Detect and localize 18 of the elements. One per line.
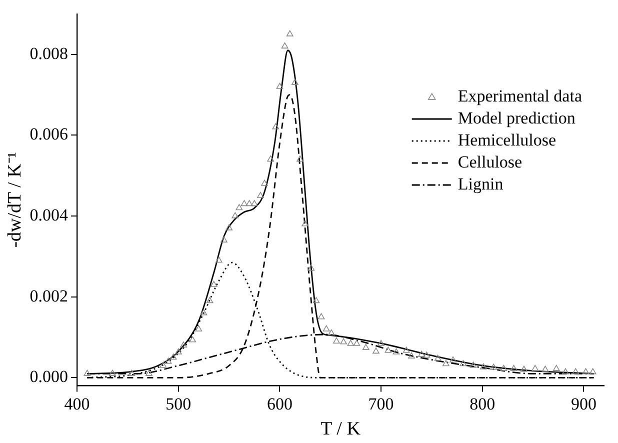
- y-tick-label: 0.008: [30, 44, 68, 63]
- legend-label: Lignin: [458, 174, 504, 194]
- legend-label: Cellulose: [458, 152, 522, 172]
- y-tick-label: 0.002: [30, 286, 68, 306]
- x-tick-label: 700: [368, 394, 394, 414]
- x-tick-label: 400: [64, 394, 90, 414]
- legend-label: Experimental data: [458, 86, 582, 106]
- x-tick-label: 800: [470, 394, 496, 414]
- y-tick-label: 0.000: [30, 367, 68, 386]
- legend-label: Hemicellulose: [458, 130, 556, 150]
- x-tick-label: 600: [266, 394, 292, 414]
- legend-label: Model prediction: [458, 108, 576, 128]
- x-tick-label: 900: [570, 394, 596, 414]
- y-tick-label: 0.006: [30, 124, 68, 144]
- x-axis-title: T / K: [320, 418, 361, 440]
- x-tick-label: 500: [166, 394, 192, 414]
- y-tick-label: 0.004: [30, 206, 69, 225]
- y-axis-title: -dw/dT / K⁻¹: [4, 152, 26, 248]
